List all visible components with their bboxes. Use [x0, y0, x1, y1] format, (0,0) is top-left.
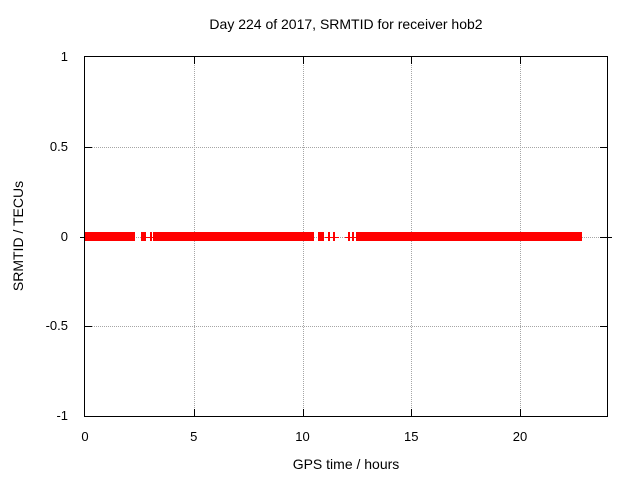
y-zero-tick-outer-left [80, 236, 84, 238]
x-tick-label: 15 [404, 429, 419, 444]
data-segment [85, 232, 135, 241]
y-tick-left [85, 326, 92, 328]
y-tick-right [600, 326, 607, 328]
x-tick-label: 5 [190, 429, 198, 444]
y-zero-tick-outer-right [608, 236, 612, 238]
y-tick-left [85, 146, 92, 148]
x-tick-top [193, 57, 195, 64]
plot-area [80, 56, 612, 417]
data-segment [152, 232, 314, 241]
y-tick-right [600, 236, 607, 238]
x-tick-bottom [520, 409, 521, 416]
x-tick-label: 0 [81, 429, 89, 444]
y-tick-label: 0.5 [49, 138, 68, 154]
x-tick-top [411, 57, 413, 64]
y-gridline [85, 146, 607, 148]
data-segment [140, 232, 146, 241]
y-gridline [85, 326, 607, 328]
y-tick-label: -0.5 [45, 318, 68, 334]
data-point-plus-arm [348, 236, 358, 238]
y-tick-right [600, 146, 607, 148]
x-tick-bottom [193, 409, 195, 416]
data-segment [355, 232, 582, 241]
chart-title: Day 224 of 2017, SRMTID for receiver hob… [209, 16, 483, 32]
x-tick-label: 10 [295, 429, 310, 444]
y-tick-label: 1 [60, 49, 68, 64]
x-tick-top [520, 57, 521, 64]
y-axis-label: SRMTID / TECUs [10, 180, 26, 292]
x-axis-label: GPS time / hours [292, 456, 400, 472]
x-tick-top [302, 57, 304, 64]
x-tick-bottom [411, 409, 413, 416]
data-point-plus-arm [324, 236, 334, 238]
x-tick-bottom [302, 409, 304, 416]
data-segment [317, 232, 324, 241]
data-point-plus-arm [329, 236, 339, 238]
y-tick-label: -1 [56, 408, 68, 423]
data-point-plus-arm [146, 236, 156, 238]
x-tick-label: 20 [512, 429, 528, 444]
y-tick-label: 0 [60, 228, 68, 244]
